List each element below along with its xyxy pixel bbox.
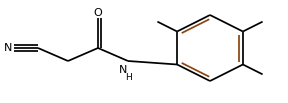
Text: N: N [4, 43, 12, 53]
Text: H: H [125, 74, 131, 83]
Text: N: N [119, 65, 127, 75]
Text: O: O [94, 8, 102, 18]
